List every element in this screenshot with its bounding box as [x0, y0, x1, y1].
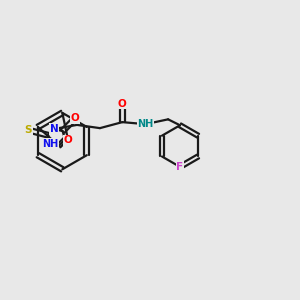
Text: NH: NH	[137, 119, 154, 129]
Text: S: S	[25, 125, 32, 135]
Text: O: O	[118, 99, 127, 109]
Text: N: N	[50, 124, 58, 134]
Text: O: O	[71, 113, 80, 123]
Text: NH: NH	[42, 139, 58, 149]
Text: O: O	[64, 136, 73, 146]
Text: F: F	[176, 162, 184, 172]
